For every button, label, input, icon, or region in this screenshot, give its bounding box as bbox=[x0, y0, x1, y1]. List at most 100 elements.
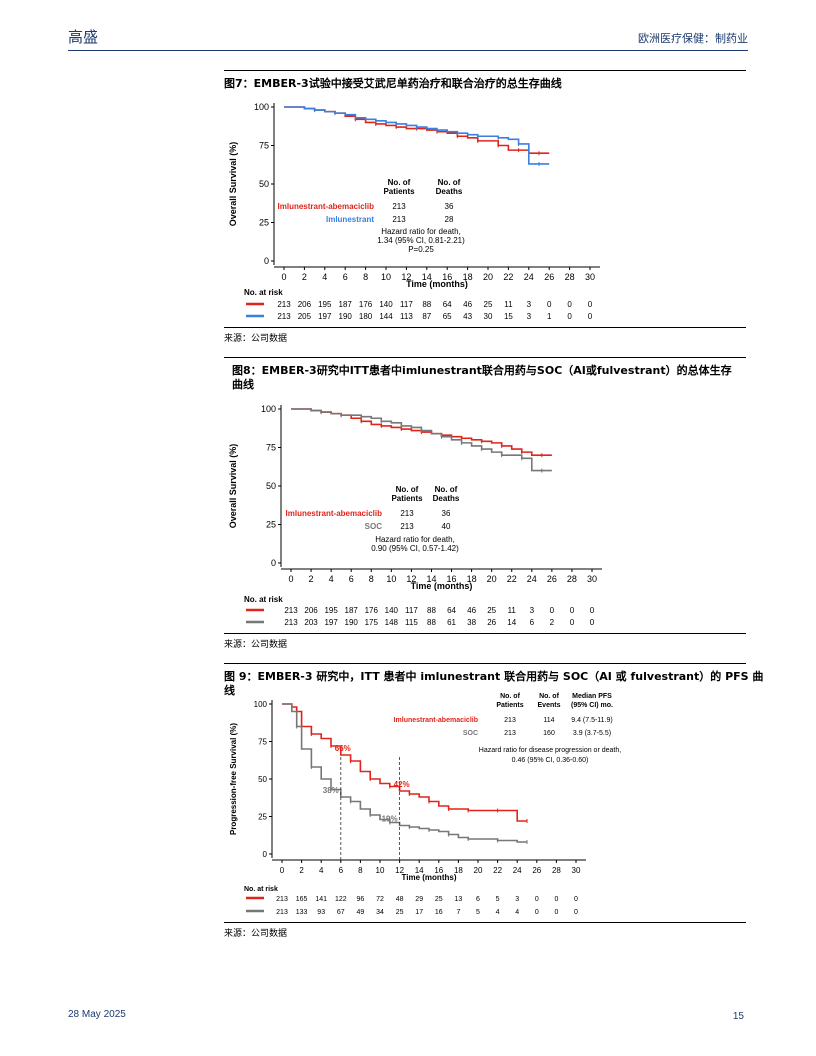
y-tick-label: 75 bbox=[259, 141, 269, 151]
x-tick-label: 30 bbox=[572, 866, 581, 875]
risk-value: 17 bbox=[415, 909, 423, 916]
x-tick-label: 18 bbox=[463, 272, 473, 282]
x-tick-label: 8 bbox=[369, 574, 374, 584]
legend-value: 213 bbox=[504, 717, 516, 724]
x-tick-label: 16 bbox=[442, 272, 452, 282]
hazard-ratio-text: 0.90 (95% CI, 0.57-1.42) bbox=[371, 544, 459, 553]
table-header: No. of bbox=[500, 693, 520, 700]
figure-8-bottom-rule bbox=[224, 633, 746, 634]
data-label: 19% bbox=[382, 815, 398, 824]
x-tick-label: 6 bbox=[349, 574, 354, 584]
risk-value: 49 bbox=[357, 909, 365, 916]
risk-value: 5 bbox=[496, 896, 500, 903]
risk-value: 0 bbox=[588, 300, 593, 309]
legend-label: SOC bbox=[365, 522, 383, 531]
y-tick-label: 100 bbox=[254, 700, 268, 709]
x-tick-label: 30 bbox=[587, 574, 597, 584]
risk-value: 34 bbox=[376, 909, 384, 916]
hazard-ratio-text: 0.46 (95% CI, 0.36-0.60) bbox=[512, 757, 589, 764]
risk-value: 72 bbox=[376, 896, 384, 903]
x-tick-label: 26 bbox=[547, 574, 557, 584]
risk-value: 25 bbox=[396, 909, 404, 916]
risk-value: 187 bbox=[345, 606, 359, 615]
risk-value: 88 bbox=[422, 300, 431, 309]
legend-label: Imlunestrant bbox=[326, 215, 374, 224]
risk-value: 3 bbox=[527, 312, 532, 321]
y-tick-label: 0 bbox=[263, 850, 268, 859]
x-tick-label: 0 bbox=[288, 574, 293, 584]
y-tick-label: 0 bbox=[271, 558, 276, 568]
data-label: 38% bbox=[323, 786, 339, 795]
x-tick-label: 0 bbox=[280, 866, 285, 875]
series-line-1 bbox=[284, 106, 550, 165]
table-header: Deaths bbox=[436, 187, 463, 196]
x-tick-label: 26 bbox=[544, 272, 554, 282]
risk-value: 65 bbox=[443, 312, 452, 321]
risk-value: 29 bbox=[415, 896, 423, 903]
risk-value: 203 bbox=[304, 618, 318, 627]
figure-8-title: 图8：EMBER-3研究中ITT患者中imlunestrant联合用药与SOC（… bbox=[232, 364, 732, 391]
table-header: No. of bbox=[438, 178, 461, 187]
risk-value: 0 bbox=[535, 909, 539, 916]
legend-value: 3.9 (3.7-5.5) bbox=[573, 730, 611, 737]
risk-value: 213 bbox=[276, 909, 288, 916]
risk-value: 0 bbox=[574, 896, 578, 903]
x-tick-label: 4 bbox=[322, 272, 327, 282]
risk-value: 195 bbox=[324, 606, 338, 615]
risk-value: 46 bbox=[467, 606, 476, 615]
risk-value: 122 bbox=[335, 896, 347, 903]
risk-value: 113 bbox=[400, 312, 413, 321]
risk-value: 0 bbox=[590, 606, 595, 615]
table-header: Median PFS bbox=[572, 693, 612, 700]
x-axis-label: Time (months) bbox=[411, 581, 473, 591]
figure-9-source: 来源：公司数据 bbox=[224, 929, 288, 939]
figure-9-title: 图 9：EMBER-3 研究中，ITT 患者中 imlunestrant 联合用… bbox=[224, 670, 764, 697]
risk-value: 3 bbox=[527, 300, 532, 309]
x-tick-label: 24 bbox=[513, 866, 522, 875]
x-tick-label: 24 bbox=[527, 574, 537, 584]
table-header: No. of bbox=[396, 485, 419, 494]
figure-9: 图 9：EMBER-3 研究中，ITT 患者中 imlunestrant 联合用… bbox=[224, 663, 763, 698]
y-tick-label: 50 bbox=[266, 481, 276, 491]
risk-value: 88 bbox=[427, 618, 436, 627]
risk-value: 213 bbox=[284, 606, 298, 615]
risk-value: 0 bbox=[590, 618, 595, 627]
risk-value: 205 bbox=[298, 312, 312, 321]
risk-value: 61 bbox=[447, 618, 456, 627]
risk-value: 2 bbox=[550, 618, 555, 627]
figure-7-bottom-rule bbox=[224, 327, 746, 328]
risk-value: 206 bbox=[298, 300, 312, 309]
series-line-1 bbox=[291, 408, 552, 472]
risk-value: 206 bbox=[304, 606, 318, 615]
x-tick-label: 4 bbox=[329, 574, 334, 584]
table-header: No. of bbox=[388, 178, 411, 187]
risk-table-title: No. at risk bbox=[244, 288, 283, 297]
risk-value: 6 bbox=[530, 618, 535, 627]
series-line-1 bbox=[282, 703, 527, 843]
table-header: Patients bbox=[496, 702, 523, 709]
x-tick-label: 2 bbox=[302, 272, 307, 282]
risk-value: 46 bbox=[463, 300, 472, 309]
risk-value: 11 bbox=[508, 606, 517, 615]
table-header: Patients bbox=[383, 187, 415, 196]
risk-value: 165 bbox=[296, 896, 308, 903]
risk-value: 48 bbox=[396, 896, 404, 903]
risk-value: 3 bbox=[530, 606, 535, 615]
risk-value: 175 bbox=[365, 618, 379, 627]
x-tick-label: 20 bbox=[483, 272, 493, 282]
risk-value: 0 bbox=[554, 909, 558, 916]
risk-value: 0 bbox=[570, 606, 575, 615]
x-tick-label: 2 bbox=[299, 866, 304, 875]
legend-value: 213 bbox=[392, 215, 406, 224]
x-tick-label: 28 bbox=[552, 866, 561, 875]
risk-value: 0 bbox=[550, 606, 555, 615]
footer-date: 28 May 2025 bbox=[68, 1009, 126, 1020]
x-tick-label: 8 bbox=[363, 272, 368, 282]
risk-table-title: No. at risk bbox=[244, 595, 283, 604]
legend-label: Imlunestrant-abemaciclib bbox=[394, 717, 478, 724]
legend-value: 213 bbox=[392, 202, 406, 211]
x-tick-label: 18 bbox=[467, 574, 477, 584]
figure-7-title: 图7：EMBER-3试验中接受艾武尼单药治疗和联合治疗的总生存曲线 bbox=[224, 77, 562, 90]
